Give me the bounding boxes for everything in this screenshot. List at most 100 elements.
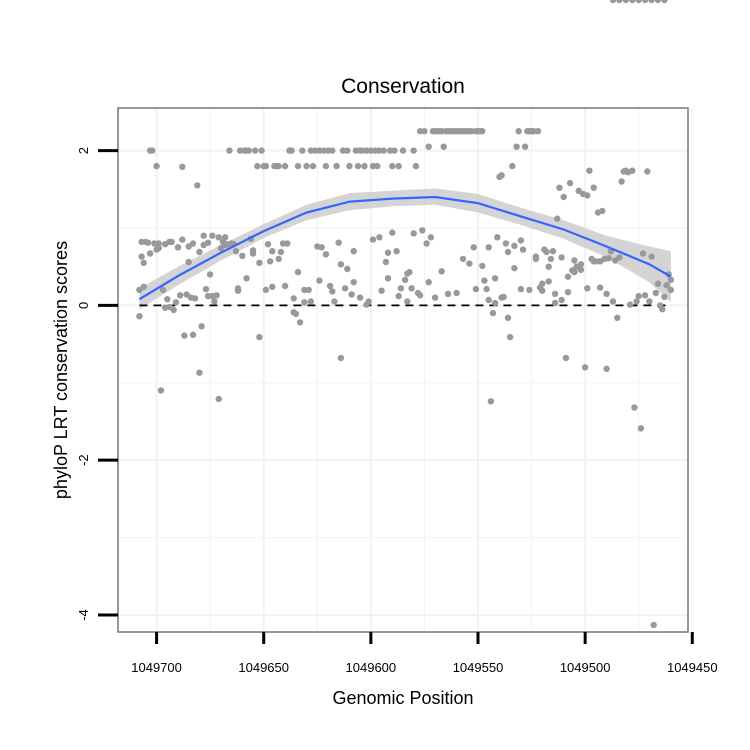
data-point xyxy=(661,0,668,4)
data-point xyxy=(326,282,334,290)
data-point xyxy=(539,280,546,287)
data-point xyxy=(144,239,152,246)
data-point xyxy=(149,147,156,154)
x-tick-label: 1049650 xyxy=(238,660,289,675)
data-point xyxy=(378,287,385,294)
data-point xyxy=(329,147,336,154)
data-point xyxy=(284,240,291,247)
data-point xyxy=(159,286,167,294)
data-point xyxy=(269,283,276,290)
data-point xyxy=(404,298,411,305)
data-point xyxy=(176,292,184,299)
data-point xyxy=(603,365,610,372)
data-point xyxy=(384,249,392,256)
data-point xyxy=(605,255,612,262)
x-tick-label: 1049450 xyxy=(667,660,718,675)
data-point xyxy=(646,298,653,305)
data-point xyxy=(189,240,197,247)
data-point xyxy=(164,296,171,303)
data-point xyxy=(571,268,578,276)
data-point xyxy=(344,147,351,154)
data-point xyxy=(363,301,370,308)
x-tick-label: 1049550 xyxy=(453,660,504,675)
data-point xyxy=(549,248,557,255)
data-point xyxy=(288,147,295,154)
data-point xyxy=(641,0,649,4)
data-point xyxy=(633,298,640,305)
data-point xyxy=(221,234,229,241)
data-point xyxy=(534,128,542,135)
data-point xyxy=(487,398,495,405)
data-point xyxy=(517,237,525,244)
data-point xyxy=(243,275,250,282)
data-point xyxy=(519,246,527,253)
data-point xyxy=(196,369,203,376)
data-point xyxy=(211,298,218,305)
data-point xyxy=(262,162,270,170)
data-point xyxy=(309,162,317,170)
data-point xyxy=(511,242,518,249)
data-point xyxy=(545,278,552,285)
data-point xyxy=(459,255,467,263)
data-point xyxy=(174,244,182,251)
data-point xyxy=(239,252,246,259)
data-point xyxy=(425,143,432,150)
data-point xyxy=(571,257,578,264)
data-point xyxy=(245,147,252,154)
y-axis-title: phyloP LRT conservation scores xyxy=(51,241,71,499)
data-point xyxy=(146,250,154,257)
x-tick-label: 1049500 xyxy=(560,660,611,675)
data-point xyxy=(215,395,222,403)
smooth-confidence-band xyxy=(139,188,671,310)
data-point xyxy=(618,178,625,185)
data-point xyxy=(504,314,512,321)
data-point xyxy=(543,248,550,256)
data-point xyxy=(189,331,197,338)
data-point xyxy=(350,248,357,255)
data-point xyxy=(215,234,222,241)
data-point xyxy=(251,147,259,154)
data-point xyxy=(584,285,591,292)
data-point xyxy=(264,241,272,248)
data-point xyxy=(410,147,417,154)
data-point xyxy=(509,162,516,170)
data-point xyxy=(648,0,655,4)
data-point xyxy=(502,240,510,247)
data-point xyxy=(498,172,505,179)
data-point xyxy=(590,184,597,191)
data-point xyxy=(194,182,201,189)
data-point xyxy=(316,277,323,284)
data-point xyxy=(232,248,240,255)
data-point xyxy=(491,299,499,307)
data-point xyxy=(356,294,364,301)
data-point xyxy=(629,0,636,4)
data-point xyxy=(648,253,655,260)
data-point xyxy=(234,285,242,292)
data-point xyxy=(322,251,330,258)
data-point xyxy=(299,147,306,154)
data-point xyxy=(644,168,651,175)
data-point xyxy=(335,239,342,246)
smooth-line xyxy=(138,195,672,301)
data-point xyxy=(545,263,552,270)
data-point xyxy=(209,232,216,239)
data-point xyxy=(603,290,610,297)
data-point xyxy=(389,162,396,170)
data-point xyxy=(558,254,565,261)
data-point xyxy=(498,294,505,301)
data-point xyxy=(444,290,452,297)
data-point xyxy=(191,295,199,302)
data-point xyxy=(637,425,645,432)
data-point xyxy=(639,250,647,257)
y-tick-label: -2 xyxy=(76,454,91,466)
data-point xyxy=(663,282,670,289)
data-point xyxy=(586,167,593,174)
data-point xyxy=(438,268,445,275)
x-axis-title: Genomic Position xyxy=(332,688,473,708)
data-point xyxy=(577,266,585,273)
data-point xyxy=(249,250,257,257)
data-point xyxy=(521,143,529,150)
y-tick-label: 0 xyxy=(76,302,91,309)
data-point xyxy=(395,292,402,300)
